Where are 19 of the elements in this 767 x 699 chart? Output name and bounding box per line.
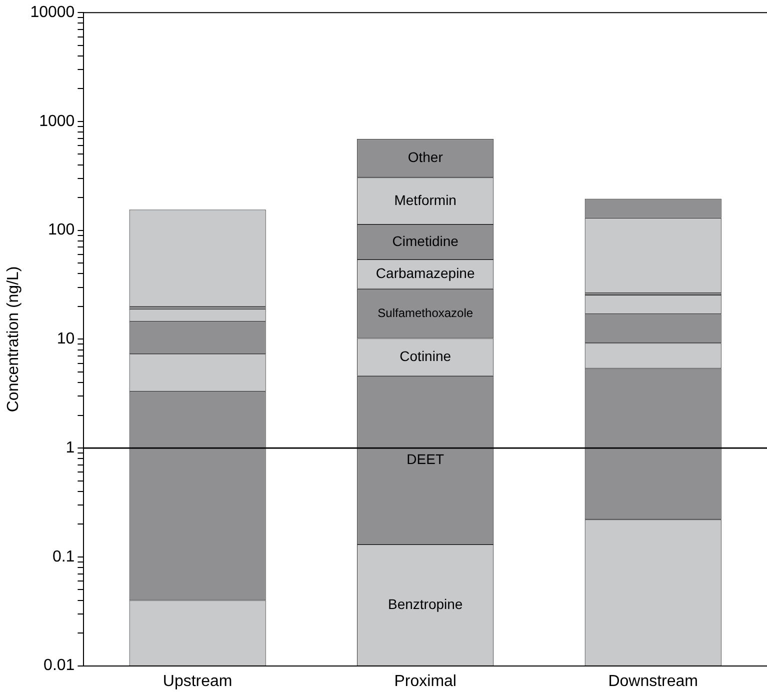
series-label: Metformin [394,192,456,208]
series-label: Sulfamethoxazole [378,306,474,320]
y-tick-label: 0.1 [52,548,75,566]
series-label: Cotinine [400,348,452,364]
series-label: Benztropine [388,596,463,612]
series-label: Cimetidine [392,232,459,249]
series-label: Other [408,149,444,166]
y-tick-label: 10 [56,330,75,348]
x-tick-label: Upstream [162,672,232,690]
y-tick-label: 1000 [39,112,75,130]
series-label: Carbamazepine [376,265,475,282]
x-tick-label: Proximal [394,672,456,690]
y-tick-label: 0.01 [44,657,75,674]
y-axis-title: Concentration (ng/L) [5,266,22,412]
y-tick-label: 10000 [30,4,75,22]
series-label: DEET [406,451,444,468]
x-tick-label: Downstream [608,672,698,690]
y-tick-label: 1 [66,439,75,456]
y-tick-label: 100 [48,222,75,239]
